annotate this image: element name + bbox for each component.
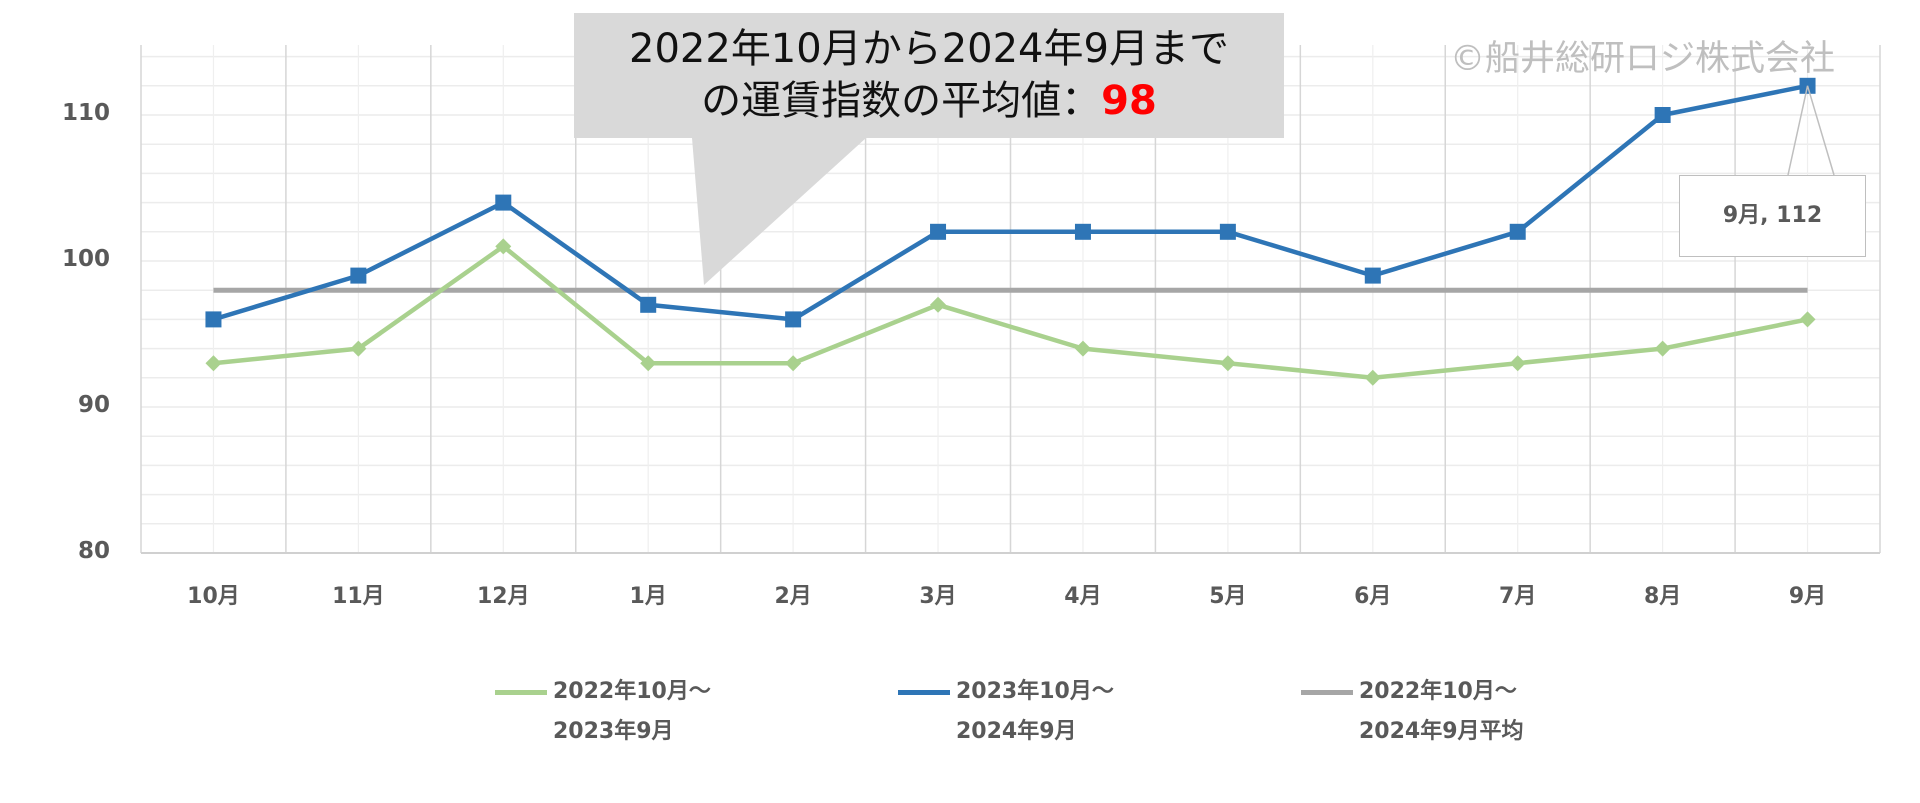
legend-square-icon [898, 690, 950, 695]
square-marker [785, 311, 802, 328]
gridlines [140, 45, 1881, 554]
square-marker [930, 223, 947, 240]
data-label-sep: 9月, 112 [1679, 175, 1866, 257]
callout-line2: の運賃指数の平均値：98 [701, 78, 1157, 124]
diamond-marker [640, 355, 657, 372]
x-tick-label: 8月 [1643, 584, 1682, 609]
x-tick-label: 7月 [1499, 584, 1537, 609]
x-tick-label: 11月 [332, 584, 385, 609]
series-lines [212, 83, 1808, 381]
square-marker [495, 194, 512, 211]
diamond-marker [1509, 355, 1526, 372]
diamond-marker [785, 355, 802, 372]
y-tick-label: 90 [77, 392, 110, 418]
series-markers [205, 77, 1816, 386]
x-tick-label: 1月 [629, 584, 667, 609]
square-marker [1219, 223, 1236, 240]
diamond-marker [350, 340, 367, 357]
diamond-marker [205, 355, 222, 372]
x-tick-label: 12月 [476, 584, 530, 609]
x-tick-label: 5月 [1209, 584, 1247, 609]
x-tick-label: 9月 [1788, 584, 1827, 609]
square-marker [1654, 107, 1671, 123]
x-tick-label: 4月 [1064, 584, 1102, 609]
x-tick-label: 6月 [1354, 584, 1392, 609]
y-tick-label: 100 [61, 246, 110, 272]
average-value: 98 [1101, 78, 1157, 124]
square-marker [350, 267, 367, 284]
legend-diamond-icon [495, 690, 547, 695]
diamond-marker [1074, 340, 1091, 357]
square-marker [1509, 223, 1526, 240]
diamond-marker [1654, 340, 1671, 357]
square-marker [1074, 223, 1091, 240]
callout-line1: 2022年10月から2024年9月まで [629, 26, 1229, 72]
y-tick-label: 80 [77, 538, 110, 564]
x-tick-label: 3月 [919, 584, 957, 609]
diamond-marker [1799, 311, 1816, 328]
square-marker [640, 296, 657, 313]
x-tick-label: 10月 [187, 584, 240, 609]
average-callout: 2022年10月から2024年9月まで の運賃指数の平均値：98 [574, 13, 1284, 138]
square-marker [1364, 267, 1381, 284]
diamond-marker [1219, 355, 1236, 372]
diamond-marker [1364, 369, 1381, 386]
diamond-marker [495, 238, 512, 255]
y-tick-label: 110 [61, 100, 110, 126]
x-tick-label: 2月 [774, 584, 812, 609]
square-marker [205, 311, 222, 328]
diamond-marker [930, 296, 947, 313]
copyright-watermark: ©船井総研ロジ株式会社 [1450, 39, 1836, 79]
legend-line-icon [1301, 690, 1353, 695]
